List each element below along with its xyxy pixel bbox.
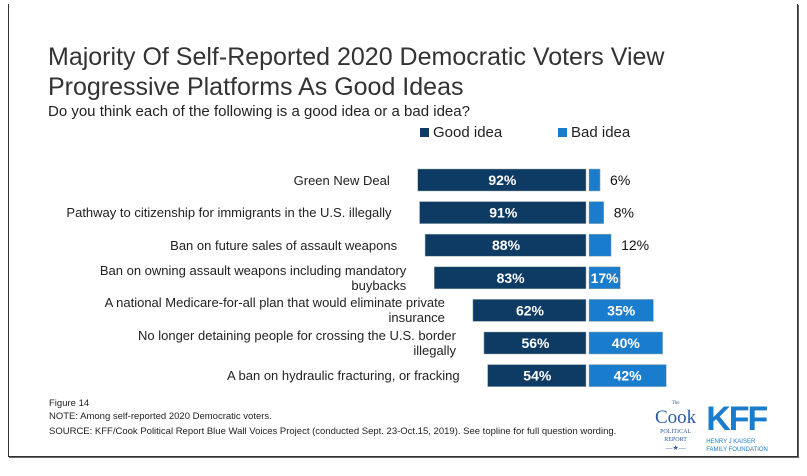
cook-logo: The Cook POLITICAL REPORT —★—: [655, 401, 697, 452]
bar-good: [483, 331, 587, 355]
logos: The Cook POLITICAL REPORT —★— KFF HENRY …: [655, 400, 768, 454]
bar-good: [419, 201, 587, 224]
note-text: NOTE: Among self-reported 2020 Democrati…: [49, 411, 272, 422]
bar-good: [434, 266, 587, 290]
data-label-bad: 6%: [610, 172, 630, 188]
chart-subtitle: Do you think each of the following is a …: [48, 103, 470, 120]
category-label: A national Medicare-for-all plan that wo…: [104, 295, 445, 326]
kff-logo: KFF HENRY J KAISER FAMILY FOUNDATION: [706, 400, 768, 453]
figure-number: Figure 14: [49, 398, 90, 409]
data-label-bad: 17%: [591, 270, 620, 286]
slide-frame: [8, 4, 798, 457]
bar-good: [417, 168, 587, 192]
data-label-bad: 42%: [614, 368, 643, 384]
category-label: Pathway to citizenship for immigrants in…: [66, 205, 392, 221]
chart-title: Majority Of Self-Reported 2020 Democrati…: [48, 43, 665, 101]
legend-swatch-bad: [558, 128, 567, 137]
bar-bad: [588, 299, 654, 322]
category-label: Ban on owning assault weapons including …: [99, 262, 407, 293]
bar-bad: [588, 201, 604, 224]
data-label-good: 54%: [523, 368, 552, 384]
legend-swatch-good: [420, 128, 429, 137]
bar-bad: [588, 168, 601, 192]
bar-good: [424, 233, 587, 257]
bar-bad: [588, 266, 621, 290]
data-label-good: 92%: [488, 172, 517, 188]
data-label-good: 62%: [516, 302, 545, 318]
data-label-good: 83%: [497, 270, 526, 286]
bar-good: [487, 364, 587, 387]
legend-good: Good idea: [420, 124, 502, 141]
bar-bad: [588, 233, 612, 257]
data-label-bad: 40%: [612, 335, 641, 351]
legend-bad: Bad idea: [558, 124, 630, 141]
bar-good: [472, 299, 587, 322]
data-label-good: 56%: [521, 335, 550, 351]
source-text: SOURCE: KFF/Cook Political Report Blue W…: [49, 426, 617, 437]
data-label-bad: 12%: [621, 237, 649, 253]
data-label-good: 88%: [492, 237, 521, 253]
category-label: No longer detaining people for crossing …: [138, 328, 456, 358]
category-label: A ban on hydraulic fracturing, or fracki…: [226, 368, 460, 384]
data-label-bad: 8%: [614, 205, 634, 221]
footer-notes: Figure 14 NOTE: Among self-reported 2020…: [49, 397, 616, 438]
category-label: Ban on future sales of assault weapons: [170, 237, 398, 253]
legend-label-bad: Bad idea: [571, 124, 631, 141]
category-label: Green New Deal: [293, 172, 390, 188]
bar-bad: [588, 364, 667, 387]
bar-bad: [588, 331, 663, 355]
data-label-bad: 35%: [607, 302, 636, 318]
data-label-good: 91%: [489, 205, 518, 221]
legend-label-good: Good idea: [433, 124, 503, 141]
